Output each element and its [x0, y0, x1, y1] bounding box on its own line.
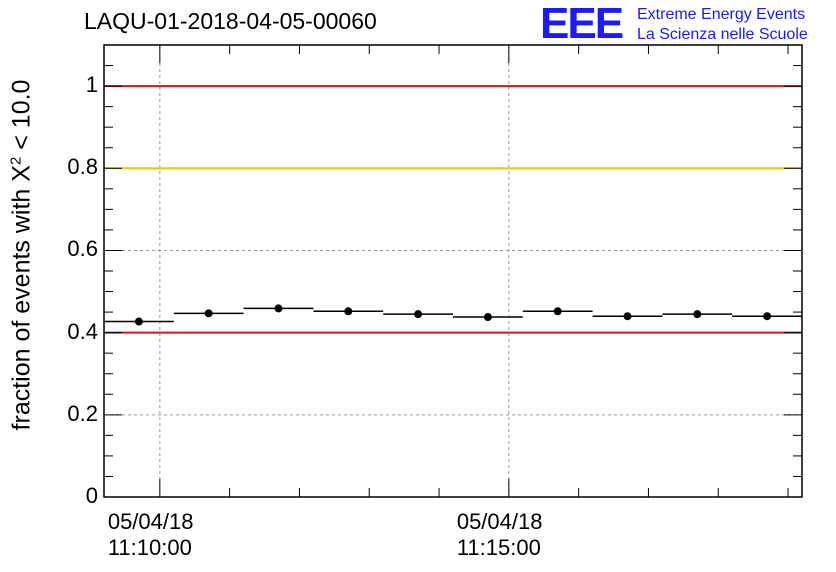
data-point	[623, 312, 632, 321]
data-point	[483, 313, 492, 322]
data-point	[344, 307, 353, 316]
y-tick-label: 0.4	[67, 318, 98, 344]
data-point	[274, 304, 283, 313]
x-tick-time: 11:10:00	[107, 535, 192, 560]
x-tick-time: 11:15:00	[456, 535, 541, 560]
data-point	[204, 309, 213, 318]
y-tick-label: 1	[85, 72, 98, 98]
data-point	[553, 307, 562, 316]
logo-line-2: La Scienza nelle Scuole	[637, 26, 808, 43]
x-tick-date: 05/04/18	[456, 509, 543, 534]
plot-frame	[103, 44, 803, 498]
y-tick-label: 0.2	[67, 400, 98, 426]
y-tick-label: 0	[85, 483, 98, 508]
x-tick-label: 05/04/18 11:10:00	[108, 509, 194, 561]
x-tick-date: 05/04/18	[107, 509, 194, 534]
chart-title: LAQU-01-2018-04-05-00060	[84, 8, 377, 34]
logo-line-1: Extreme Energy Events	[637, 6, 806, 23]
data-point	[693, 310, 702, 319]
eee-logo-mark: EEE	[540, 0, 624, 48]
data-point	[414, 310, 423, 319]
x-tick-label: 05/04/18 11:15:00	[457, 509, 543, 561]
data-point	[134, 317, 143, 326]
y-tick-label: 0.8	[67, 154, 98, 180]
data-point	[763, 312, 772, 321]
y-tick-label: 0.6	[67, 236, 98, 262]
